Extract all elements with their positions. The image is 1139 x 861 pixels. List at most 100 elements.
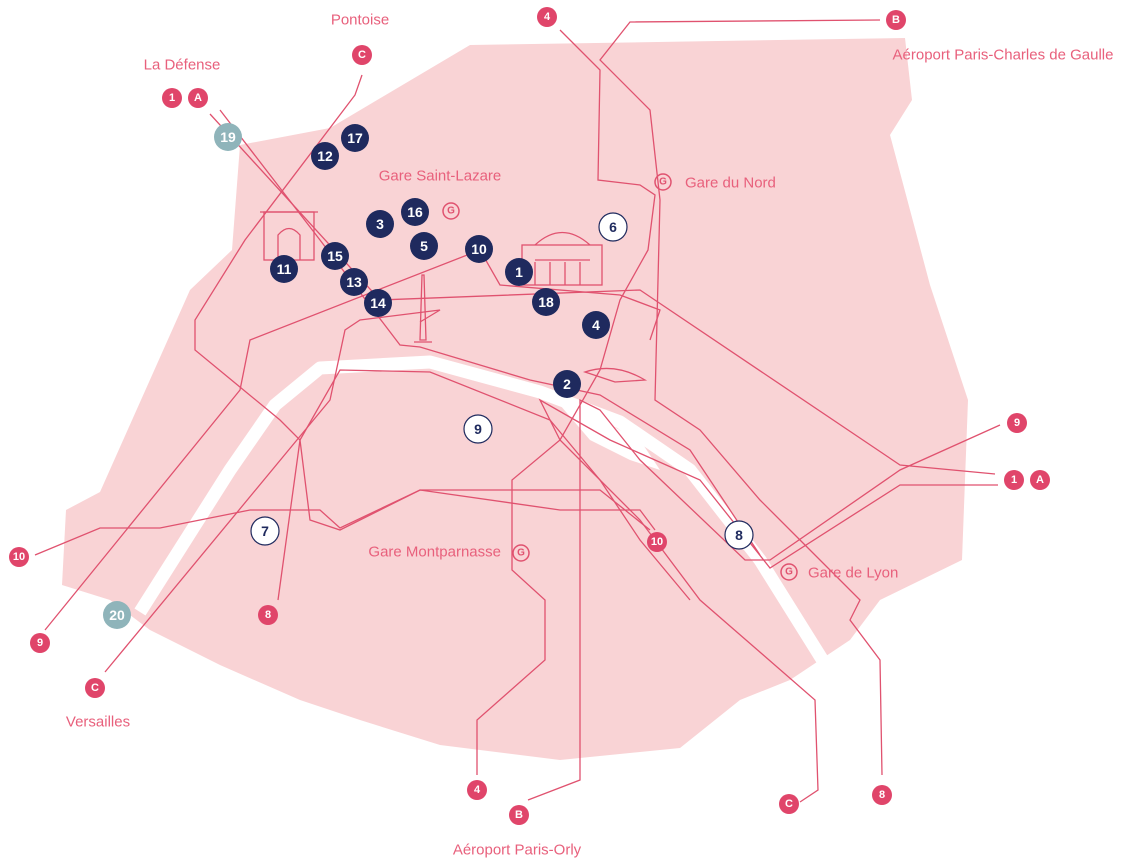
line-badge (9, 547, 29, 567)
arrondissement-label: 3 (376, 216, 384, 232)
station-icon-label: G (659, 177, 667, 188)
arrondissement-marker (340, 268, 368, 296)
line-badge-label: 9 (1014, 417, 1020, 429)
route (104, 309, 441, 673)
route (44, 249, 661, 631)
arrondissement-label: 2 (563, 376, 571, 392)
station-icon-label: G (447, 206, 455, 217)
arrondissement-label: 11 (277, 261, 292, 277)
arrondissement-label: 5 (420, 238, 428, 254)
line-badge (85, 678, 105, 698)
station-icon (780, 563, 798, 581)
line-badge (1004, 470, 1024, 490)
line-badge-label: 9 (37, 637, 43, 649)
place-label: Versailles (66, 714, 130, 731)
line-badge-label: 10 (651, 536, 663, 548)
place-label: La Défense (144, 57, 221, 74)
arrondissement-label: 4 (592, 317, 600, 333)
arrondissement-marker (582, 311, 610, 339)
station-icon (654, 173, 672, 191)
line-badge-label: B (515, 809, 523, 821)
arrondissement-marker (532, 288, 560, 316)
arrondissement-marker (214, 123, 242, 151)
arrondissement-label: 7 (261, 523, 269, 539)
routes (34, 19, 1001, 803)
arrondissement-marker (270, 255, 298, 283)
arrondissement-marker (321, 242, 349, 270)
line-badge (886, 10, 906, 30)
line-badge (1007, 413, 1027, 433)
arrondissement-marker (364, 289, 392, 317)
route (277, 369, 691, 601)
line-badge (647, 532, 667, 552)
line-badge (188, 88, 208, 108)
arrondissement-label: 19 (220, 129, 236, 145)
place-label: Gare de Lyon (808, 565, 898, 582)
arrondissement-marker (463, 414, 493, 444)
river (134, 355, 836, 676)
arrondissement-label: 18 (538, 294, 554, 310)
arrondissement-label: 1 (515, 264, 523, 280)
station-icon (442, 202, 460, 220)
paris-area (62, 38, 968, 760)
line-badge (779, 794, 799, 814)
arrondissement-marker (366, 210, 394, 238)
line-badge-label: B (892, 14, 900, 26)
line-badge (537, 7, 557, 27)
line-badge-label: C (358, 49, 366, 61)
station-icon-label: G (785, 567, 793, 578)
arrondissement-label: 14 (370, 295, 386, 311)
place-label: Aéroport Paris-Charles de Gaulle (893, 47, 1114, 64)
line-badge (872, 785, 892, 805)
arrondissement-label: 10 (471, 241, 487, 257)
line-badge-label: 4 (474, 784, 481, 796)
route (209, 113, 996, 475)
arrondissement-label: 12 (317, 148, 333, 164)
line-badge-label: 1 (1011, 474, 1017, 486)
place-label: Aéroport Paris-Orly (453, 842, 582, 859)
line-badge-label: A (1036, 474, 1044, 486)
arrondissement-label: 15 (327, 248, 343, 264)
arrondissement-marker (724, 520, 754, 550)
line-badge (162, 88, 182, 108)
arrondissement-marker (341, 124, 369, 152)
route (599, 19, 883, 776)
place-label: Pontoise (331, 12, 389, 29)
route (476, 29, 656, 775)
line-badge-label: C (785, 798, 793, 810)
line-badge (352, 45, 372, 65)
arrondissement-marker (311, 142, 339, 170)
arrondissement-label: 13 (346, 274, 362, 290)
line-badge-label: 8 (265, 609, 271, 621)
station-icon-label: G (517, 548, 525, 559)
arrondissement-marker (465, 235, 493, 263)
line-badge-label: 4 (544, 11, 551, 23)
line-badge-label: 10 (13, 551, 25, 563)
arrondissement-label: 8 (735, 527, 743, 543)
place-label: Gare Saint-Lazare (379, 168, 502, 185)
arrondissement-marker (410, 232, 438, 260)
line-badge (509, 805, 529, 825)
line-badge (258, 605, 278, 625)
line-badge-label: C (91, 682, 99, 694)
obelisk (414, 274, 432, 343)
arrondissement-label: 16 (407, 204, 423, 220)
arrondissement-marker (250, 516, 280, 546)
arrondissement-label: 17 (347, 130, 363, 146)
line-badge (467, 780, 487, 800)
place-label: Gare du Nord (685, 175, 776, 192)
line-badge-label: 1 (169, 92, 175, 104)
arrondissement-marker (553, 370, 581, 398)
line-badge-label: A (194, 92, 202, 104)
route (527, 398, 1001, 801)
route (194, 74, 651, 531)
line-badge-label: 8 (879, 789, 885, 801)
line-badge (1030, 470, 1050, 490)
arrondissement-marker (598, 212, 628, 242)
arrondissement-label: 20 (109, 607, 125, 623)
arrondissement-marker (103, 601, 131, 629)
arrondissement-label: 6 (609, 219, 617, 235)
bridge (582, 367, 648, 383)
arrondissement-marker (505, 258, 533, 286)
